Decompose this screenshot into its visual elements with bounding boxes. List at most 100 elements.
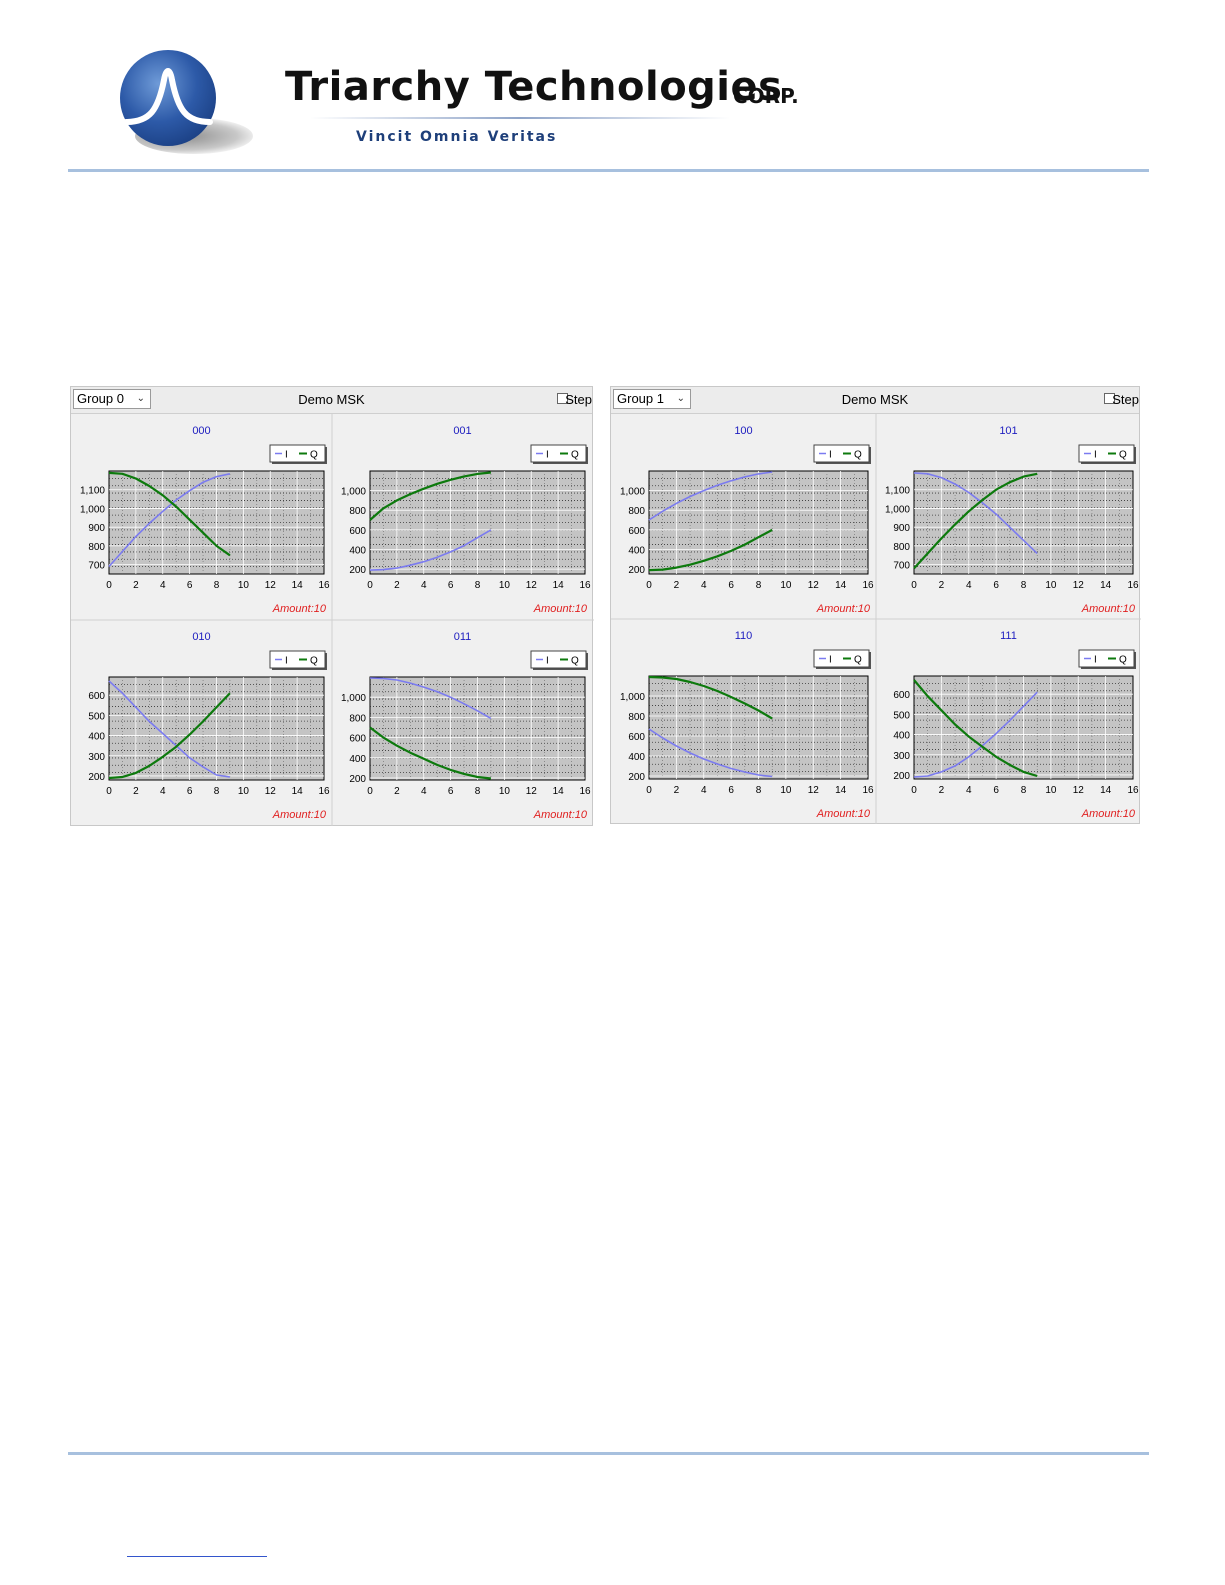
y-tick-label: 400 (349, 545, 366, 556)
group-select[interactable]: Group 1 ⌄ (613, 389, 691, 409)
step-checkbox[interactable] (1104, 393, 1115, 404)
x-tick-label: 10 (1045, 580, 1057, 591)
series-line-q (369, 471, 492, 521)
y-tick-label: 800 (628, 712, 645, 723)
y-tick-label: 400 (88, 732, 105, 743)
x-tick-label: 16 (1127, 785, 1139, 796)
logo-peak-icon (123, 68, 213, 125)
demo-panel-group-0: Group 0 ⌄ Demo MSK Step 000 I Q 0 2 4 6 8 10 12 14… (70, 386, 594, 826)
header-divider (68, 169, 1149, 172)
series-line-i (913, 691, 1038, 778)
y-tick-label: 1,100 (885, 486, 910, 497)
x-tick-label: 12 (526, 786, 538, 797)
y-tick-label: 600 (628, 526, 645, 537)
y-tick-label: 1,000 (885, 504, 910, 515)
x-tick-label: 12 (265, 580, 277, 591)
x-tick-label: 8 (756, 785, 762, 796)
group-select-value: Group 1 (617, 391, 664, 406)
y-tick-label: 1,000 (341, 487, 366, 498)
x-tick-label: 14 (1100, 580, 1112, 591)
chart-title: 001 (453, 425, 471, 437)
series-line-q (108, 471, 231, 557)
x-tick-label: 10 (238, 786, 250, 797)
amount-annotation: Amount:10 (272, 603, 327, 615)
x-tick-label: 12 (1073, 785, 1085, 796)
x-tick-label: 12 (526, 580, 538, 591)
x-tick-label: 0 (911, 785, 917, 796)
x-tick-label: 6 (993, 785, 999, 796)
panel-toolbar: Group 0 ⌄ Demo MSK Step (71, 387, 592, 414)
company-suffix: CORP. (733, 84, 799, 108)
y-tick-label: 1,000 (80, 504, 105, 515)
x-tick-label: 14 (835, 580, 847, 591)
y-tick-label: 200 (628, 772, 645, 783)
y-tick-label: 1,000 (620, 487, 645, 498)
group-select[interactable]: Group 0 ⌄ (73, 389, 151, 409)
legend-box (813, 444, 870, 463)
x-tick-label: 4 (421, 580, 427, 591)
x-tick-label: 4 (160, 786, 166, 797)
legend-box (813, 649, 870, 668)
amount-annotation: Amount:10 (533, 809, 588, 821)
y-tick-label: 600 (88, 691, 105, 702)
chevron-down-icon: ⌄ (676, 393, 685, 404)
chart-title: 110 (735, 630, 753, 642)
x-tick-label: 16 (862, 580, 874, 591)
y-tick-label: 200 (893, 771, 910, 782)
legend-label-q: Q (1119, 655, 1127, 666)
panel-title: Demo MSK (298, 392, 365, 407)
y-tick-label: 500 (893, 710, 910, 721)
chart-title: 111 (1000, 630, 1017, 642)
x-tick-label: 6 (448, 580, 454, 591)
y-tick-label: 400 (628, 545, 645, 556)
x-tick-label: 8 (1021, 580, 1027, 591)
x-tick-label: 12 (1073, 580, 1085, 591)
legend-label-q: Q (310, 656, 318, 667)
y-tick-label: 1,100 (80, 486, 105, 497)
legend-label-q: Q (571, 656, 579, 667)
step-checkbox[interactable] (557, 393, 568, 404)
y-tick-label: 1,000 (341, 693, 366, 704)
y-tick-label: 200 (88, 772, 105, 783)
series-line-i (108, 473, 231, 568)
panel-title: Demo MSK (841, 392, 909, 407)
x-tick-label: 12 (265, 786, 277, 797)
x-tick-label: 2 (394, 786, 400, 797)
x-tick-label: 16 (579, 580, 591, 591)
x-tick-label: 0 (646, 785, 652, 796)
x-tick-label: 16 (579, 786, 591, 797)
chart-title: 000 (192, 425, 210, 437)
y-tick-label: 600 (349, 526, 366, 537)
series-line-i (108, 680, 231, 778)
y-tick-label: 300 (893, 751, 910, 762)
x-tick-label: 4 (966, 785, 972, 796)
amount-annotation: Amount:10 (533, 603, 588, 615)
legend-box (269, 444, 326, 463)
x-tick-label: 14 (835, 785, 847, 796)
x-tick-label: 16 (1127, 580, 1139, 591)
x-tick-label: 2 (674, 785, 680, 796)
y-tick-label: 600 (628, 732, 645, 743)
x-tick-label: 6 (448, 786, 454, 797)
legend-label-i: I (285, 656, 288, 667)
x-tick-label: 4 (701, 580, 707, 591)
y-tick-label: 300 (88, 752, 105, 763)
y-tick-label: 700 (893, 561, 910, 572)
footer-link-underline (127, 1556, 267, 1557)
x-tick-label: 0 (106, 580, 112, 591)
chart-title: 100 (734, 425, 752, 437)
legend-label-q: Q (1119, 450, 1127, 461)
x-tick-label: 12 (808, 785, 820, 796)
legend-label-i: I (829, 655, 832, 666)
series-line-q (913, 472, 1038, 570)
x-tick-label: 4 (701, 785, 707, 796)
x-tick-label: 2 (939, 580, 945, 591)
series-line-q (108, 692, 231, 780)
x-tick-label: 16 (318, 786, 330, 797)
y-tick-label: 800 (349, 506, 366, 517)
y-tick-label: 700 (88, 561, 105, 572)
company-logo (120, 50, 216, 146)
